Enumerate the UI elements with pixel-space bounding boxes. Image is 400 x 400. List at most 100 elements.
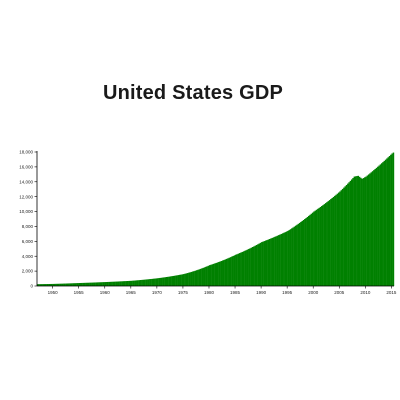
gdp-bar bbox=[280, 233, 283, 286]
gdp-bar bbox=[271, 237, 274, 286]
gdp-bar bbox=[160, 277, 163, 286]
x-tick-label: 1970 bbox=[152, 290, 163, 295]
x-tick-label: 2000 bbox=[308, 290, 319, 295]
gdp-bar bbox=[251, 247, 254, 286]
gdp-bar bbox=[223, 259, 225, 286]
gdp-bar bbox=[378, 165, 380, 286]
gdp-bar bbox=[361, 178, 363, 286]
gdp-bar bbox=[137, 280, 139, 286]
gdp-bar bbox=[340, 190, 343, 286]
gdp-bar bbox=[297, 223, 300, 286]
gdp-bar bbox=[207, 265, 210, 286]
gdp-bar bbox=[194, 270, 197, 286]
gdp-bar bbox=[266, 240, 268, 286]
gdp-bar bbox=[185, 273, 188, 286]
gdp-bar bbox=[274, 236, 276, 286]
gdp-bar bbox=[341, 188, 344, 286]
y-tick-label: 16,000 bbox=[19, 164, 33, 169]
gdp-bar bbox=[115, 281, 117, 286]
x-tick-label: 2015 bbox=[386, 290, 397, 295]
gdp-bar bbox=[388, 156, 391, 286]
gdp-bar bbox=[82, 282, 85, 286]
gdp-bar bbox=[126, 281, 129, 286]
gdp-bar bbox=[373, 170, 375, 286]
gdp-bar bbox=[117, 281, 120, 286]
gdp-bar bbox=[330, 199, 332, 286]
gdp-bar bbox=[91, 282, 94, 286]
gdp-bar bbox=[142, 279, 145, 286]
gdp-bar bbox=[384, 159, 387, 286]
gdp-bar bbox=[61, 283, 64, 286]
gdp-bar bbox=[313, 211, 315, 286]
gdp-bar bbox=[98, 282, 100, 286]
gdp-bar bbox=[287, 230, 289, 286]
gdp-bar bbox=[370, 172, 373, 286]
gdp-bar bbox=[39, 284, 42, 286]
gdp-bar bbox=[72, 283, 74, 286]
gdp-bar bbox=[155, 278, 158, 286]
gdp-bar bbox=[308, 215, 310, 286]
gdp-bar bbox=[63, 283, 65, 286]
gdp-bar bbox=[214, 263, 216, 286]
gdp-bar bbox=[205, 266, 207, 286]
gdp-bar bbox=[225, 258, 228, 286]
gdp-bar bbox=[374, 168, 376, 286]
gdp-bar bbox=[55, 283, 57, 286]
gdp-bar bbox=[296, 224, 298, 286]
gdp-bar bbox=[179, 274, 181, 286]
gdp-bar bbox=[364, 177, 366, 286]
gdp-bar bbox=[202, 267, 204, 286]
gdp-bar bbox=[319, 206, 322, 286]
gdp-bar bbox=[176, 275, 178, 286]
gdp-bar bbox=[56, 283, 59, 286]
y-tick-label: 0 bbox=[30, 284, 33, 289]
x-tick-label: 1990 bbox=[256, 290, 267, 295]
gdp-bar bbox=[168, 276, 171, 286]
gdp-bar bbox=[173, 275, 176, 286]
gdp-bar bbox=[96, 282, 99, 286]
gdp-bar bbox=[227, 258, 229, 286]
gdp-bar bbox=[222, 260, 224, 286]
gdp-bar bbox=[42, 284, 44, 286]
gdp-bar bbox=[257, 244, 259, 286]
gdp-bar bbox=[124, 281, 126, 286]
gdp-bar bbox=[74, 283, 77, 286]
gdp-bar bbox=[357, 175, 360, 286]
gdp-bar bbox=[382, 162, 384, 286]
gdp-bar bbox=[158, 278, 160, 286]
y-tick-label: 8,000 bbox=[22, 224, 34, 229]
gdp-bar bbox=[358, 176, 361, 286]
gdp-bar bbox=[188, 272, 190, 286]
gdp-bar bbox=[208, 265, 211, 286]
gdp-bar bbox=[322, 205, 324, 286]
gdp-bar bbox=[50, 283, 52, 286]
gdp-bar bbox=[212, 263, 215, 286]
gdp-bar bbox=[336, 193, 339, 286]
gdp-bar bbox=[65, 283, 68, 286]
gdp-bar bbox=[150, 278, 152, 286]
gdp-bar bbox=[339, 191, 341, 286]
gdp-bar bbox=[68, 283, 70, 286]
gdp-bar bbox=[201, 268, 203, 286]
gdp-bar bbox=[391, 153, 393, 286]
gdp-bar bbox=[48, 283, 51, 286]
x-axis: 1950 1955 1960 1965 1970 1975 1980 1985 1990 1995… bbox=[37, 285, 397, 295]
gdp-bar bbox=[180, 274, 182, 286]
gdp-bar bbox=[134, 280, 137, 286]
gdp-bar bbox=[47, 284, 49, 286]
gdp-bar bbox=[70, 283, 73, 286]
gdp-bar bbox=[38, 284, 40, 286]
gdp-bar bbox=[152, 278, 155, 286]
gdp-bar bbox=[278, 235, 280, 286]
gdp-bar bbox=[220, 260, 223, 286]
gdp-bar bbox=[348, 182, 350, 286]
gdp-bar bbox=[103, 282, 105, 286]
gdp-bar bbox=[294, 225, 297, 286]
gdp-bar bbox=[242, 251, 245, 286]
gdp-bar bbox=[177, 275, 180, 286]
gdp-bar bbox=[332, 196, 335, 286]
gdp-bar bbox=[246, 249, 249, 286]
gdp-bar bbox=[324, 203, 327, 286]
gdp-bar bbox=[245, 250, 247, 286]
gdp-bar bbox=[193, 271, 195, 286]
